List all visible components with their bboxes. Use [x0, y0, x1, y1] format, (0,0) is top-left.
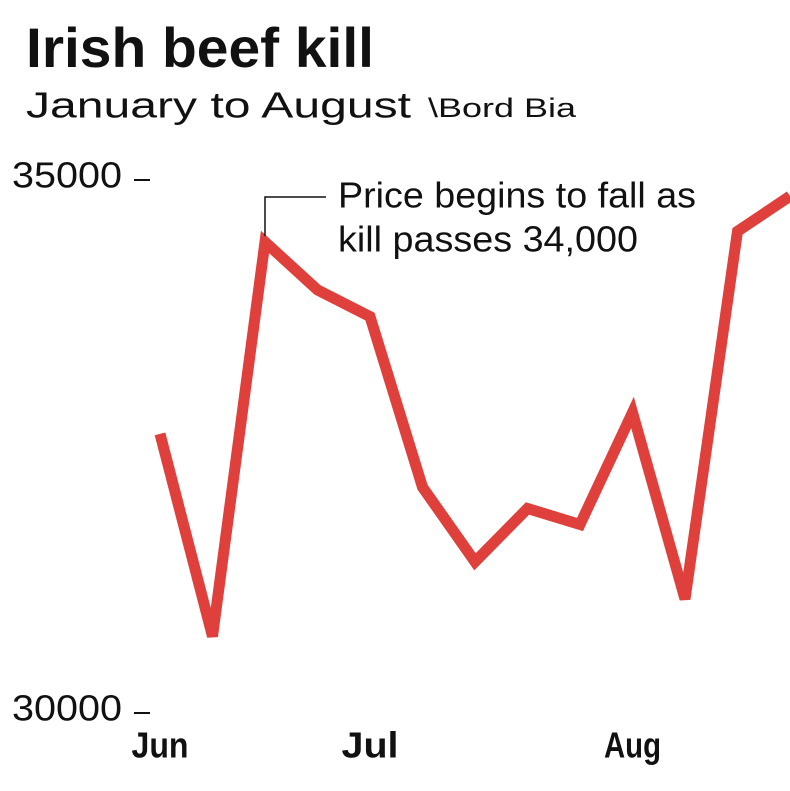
x-tick-label: Jun	[132, 725, 189, 766]
data-line	[154, 191, 790, 638]
y-tick-label: 30000	[12, 688, 122, 729]
chart-source: \Bord Bia	[428, 93, 577, 123]
x-tick-label: Jul	[342, 725, 399, 766]
y-tick-label: 35000	[12, 155, 122, 196]
annotation: kill passes 34,000	[338, 219, 638, 260]
x-tick-label: Aug	[604, 725, 661, 766]
annotation: Price begins to fall as	[338, 175, 696, 216]
chart-subtitle: January to August	[26, 85, 411, 126]
annotation-leader	[264, 196, 326, 236]
chart-title: Irish beef kill	[26, 16, 374, 79]
